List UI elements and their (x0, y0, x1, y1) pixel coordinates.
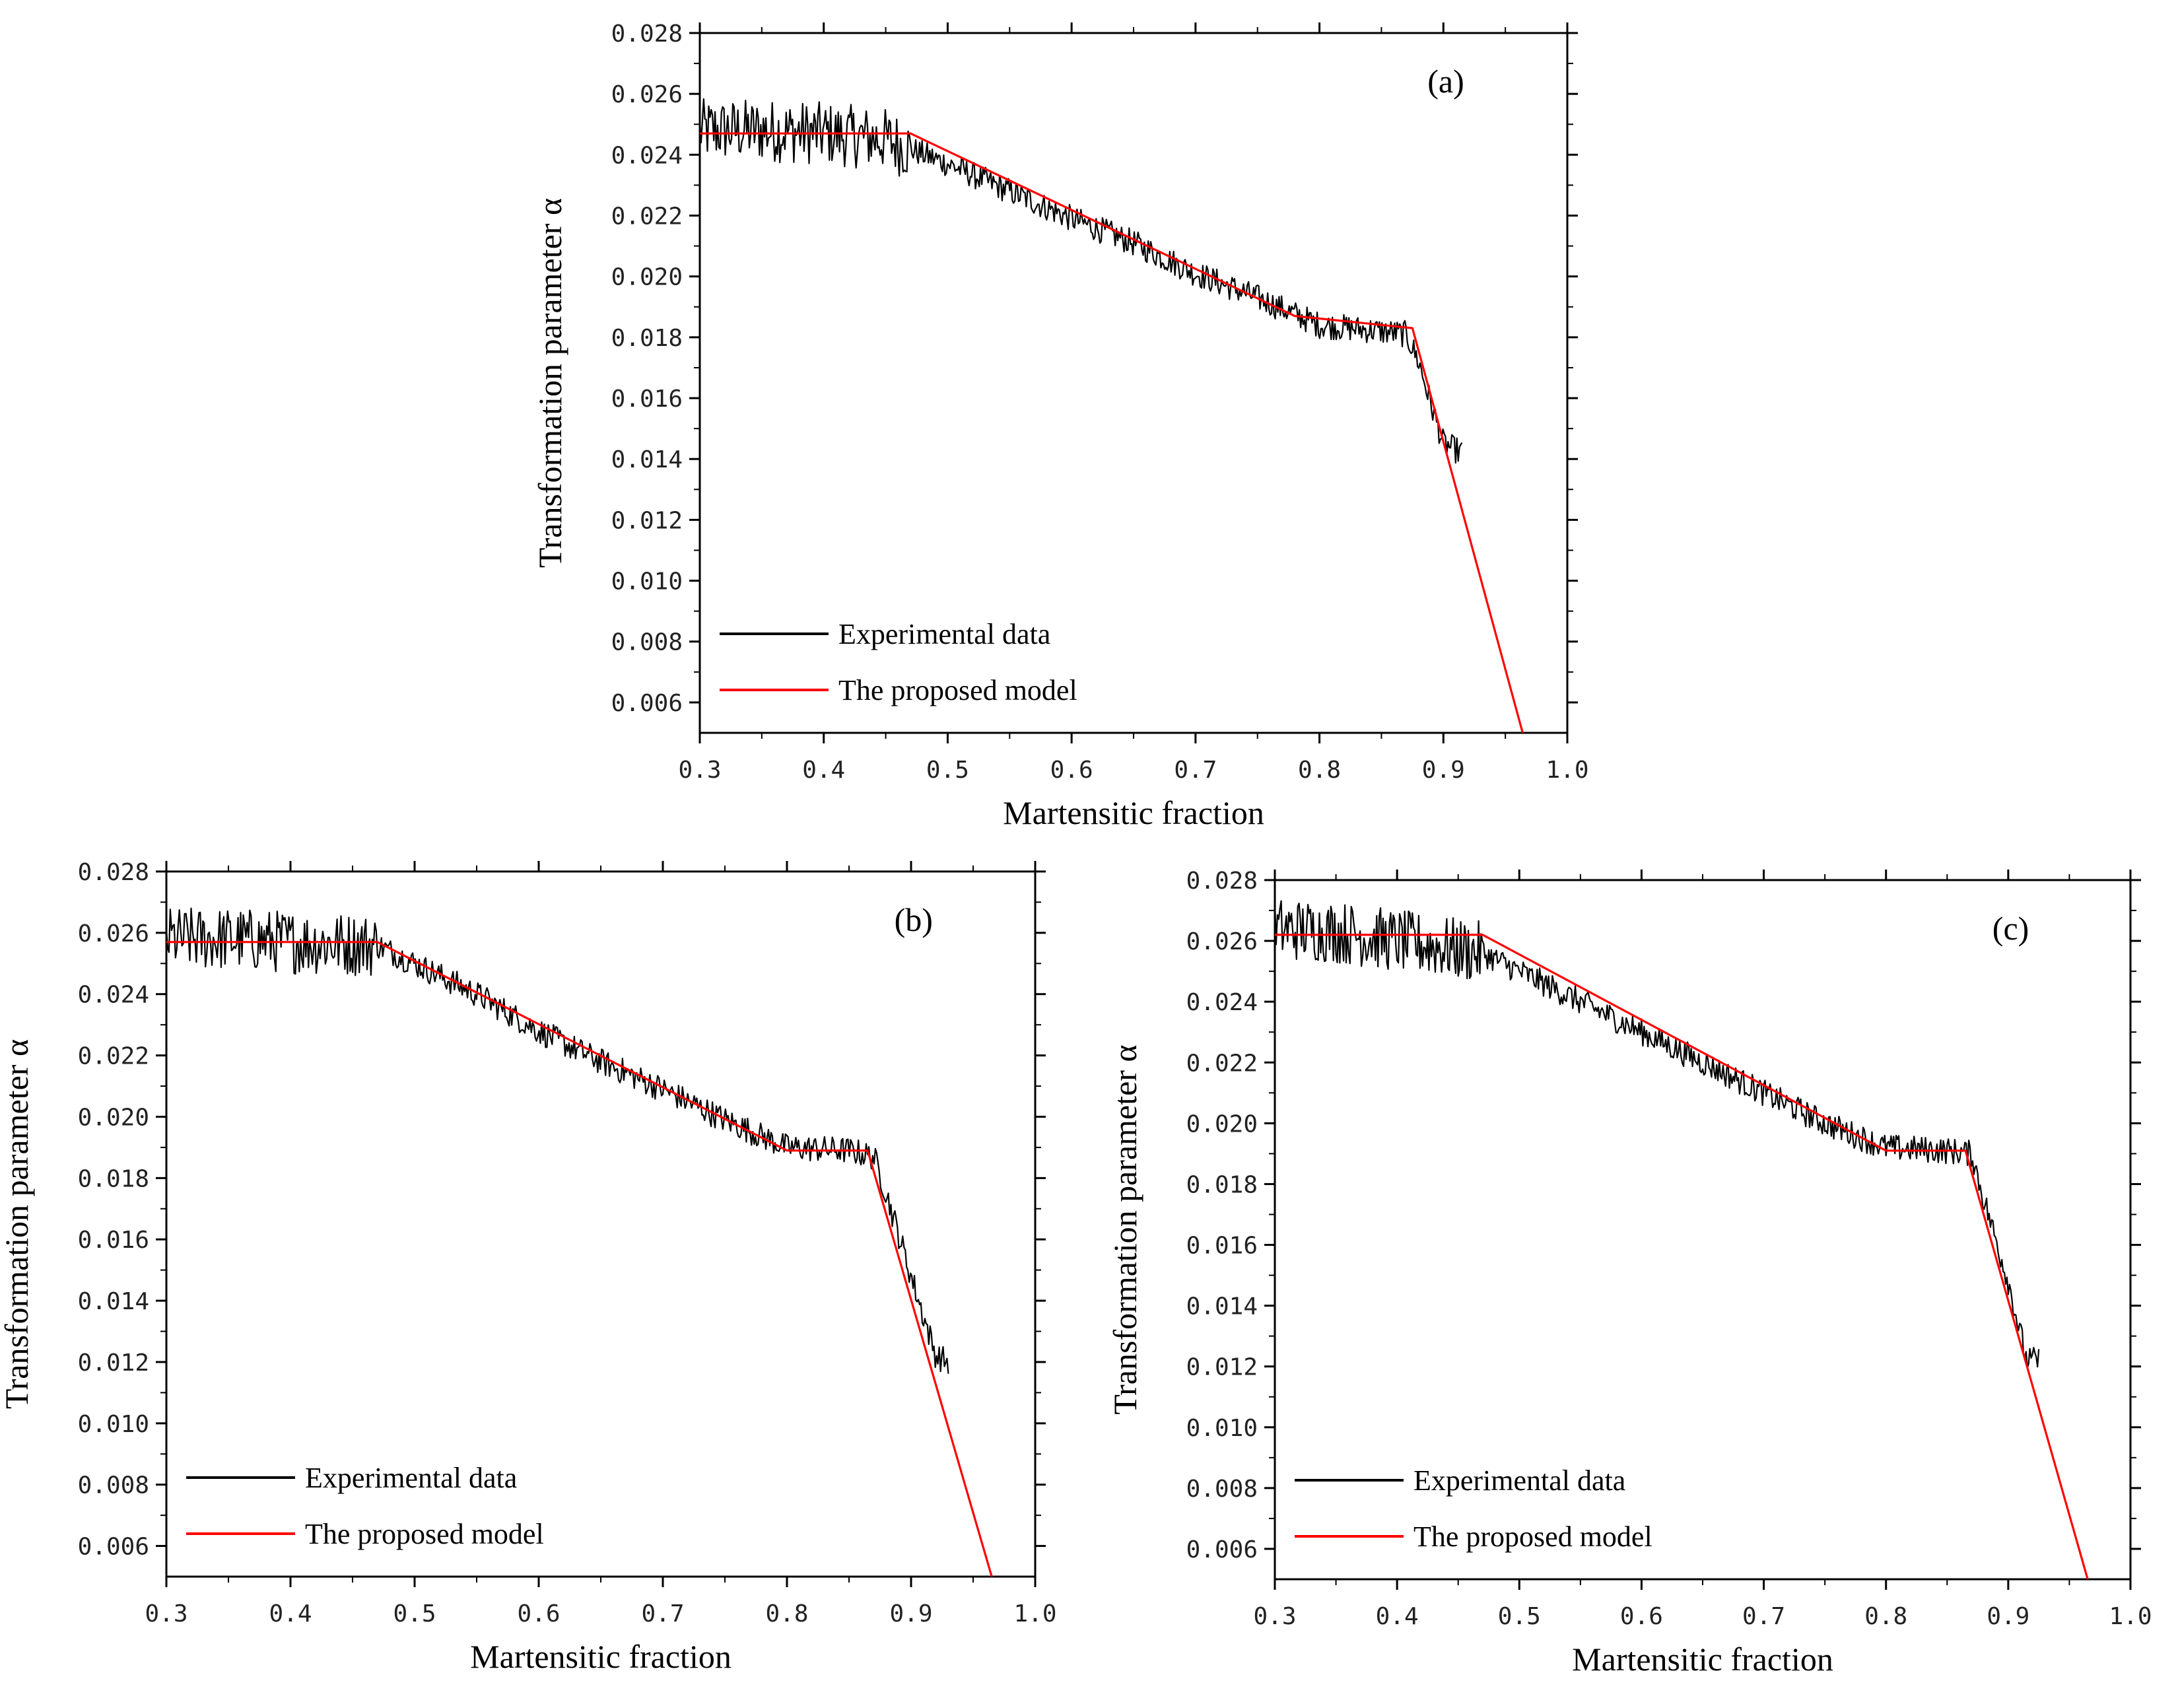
y-tick-label: 0.012 (611, 507, 683, 534)
x-tick-label: 0.9 (889, 1600, 932, 1627)
chart-panel-b: 0.3 0.4 0.5 0.6 0.7 0.8 0.9 1.0 0.006 0.008 0.010 0… (0, 859, 1057, 1675)
series-experimental-line (700, 98, 1463, 464)
chart-panel-c: 0.3 0.4 0.5 0.6 0.7 0.8 0.9 1.0 0.006 0.008 0.010 0… (1106, 868, 2152, 1678)
series-experimental-line (1275, 900, 2040, 1369)
x-tick-label: 0.5 (393, 1600, 436, 1627)
x-tick-label: 0.9 (1422, 757, 1465, 784)
x-tick-label: 0.7 (1174, 757, 1217, 784)
panel-label: (a) (1427, 63, 1464, 100)
x-tick-label: 0.3 (678, 757, 721, 784)
y-tick-label: 0.008 (1186, 1476, 1258, 1503)
y-tick-label: 0.026 (1186, 928, 1258, 955)
legend-label: The proposed model (838, 674, 1077, 706)
y-tick-label: 0.016 (1186, 1233, 1258, 1260)
y-tick-label: 0.028 (1186, 868, 1258, 895)
y-tick-label: 0.006 (78, 1534, 149, 1561)
y-tick-label: 0.018 (78, 1165, 149, 1192)
y-tick-label: 0.010 (78, 1411, 149, 1438)
y-tick-label: 0.016 (78, 1227, 149, 1254)
x-tick-label: 0.5 (926, 757, 969, 784)
y-tick-label: 0.020 (78, 1104, 149, 1131)
y-axis-title: Transformation parameter α (1106, 1044, 1143, 1414)
y-tick-label: 0.016 (611, 386, 683, 413)
y-tick-label: 0.006 (1186, 1536, 1258, 1563)
y-tick-label: 0.012 (78, 1349, 149, 1377)
x-tick-label: 0.5 (1498, 1603, 1541, 1630)
x-tick-label: 0.6 (1050, 757, 1093, 784)
x-tick-label: 0.7 (1742, 1603, 1785, 1630)
y-tick-label: 0.008 (78, 1472, 149, 1499)
x-tick-label: 0.8 (765, 1600, 808, 1627)
plot-frame (1274, 879, 2132, 1581)
y-tick-label: 0.020 (611, 264, 683, 291)
x-axis-title: Martensitic fraction (470, 1638, 732, 1675)
y-tick-label: 0.018 (611, 325, 683, 352)
x-tick-label: 0.8 (1864, 1603, 1907, 1630)
x-tick-label: 0.4 (269, 1600, 312, 1627)
x-tick-label: 0.7 (641, 1600, 684, 1627)
legend-label: Experimental data (1413, 1464, 1625, 1497)
y-tick-label: 0.012 (1186, 1354, 1258, 1381)
legend-label: The proposed model (305, 1518, 544, 1550)
chart-panel-a: 0.3 0.4 0.5 0.6 0.7 0.8 0.9 1.0 0.006 0.008 0.010 0… (531, 20, 1589, 831)
panel-label: (c) (1992, 910, 2029, 947)
legend-label: Experimental data (838, 618, 1050, 650)
y-tick-label: 0.014 (611, 446, 683, 473)
x-tick-label: 1.0 (2109, 1603, 2152, 1630)
legend-label: Experimental data (305, 1462, 517, 1494)
y-tick-label: 0.024 (1186, 989, 1258, 1016)
y-tick-label: 0.022 (611, 203, 683, 230)
y-tick-label: 0.026 (78, 920, 149, 947)
y-tick-label: 0.028 (611, 20, 683, 48)
y-tick-label: 0.010 (1186, 1415, 1258, 1442)
y-tick-label: 0.022 (1186, 1050, 1258, 1077)
x-axis-title: Martensitic fraction (1003, 794, 1264, 831)
series-model-line (166, 941, 993, 1577)
y-tick-label: 0.014 (78, 1288, 149, 1315)
series-experimental-line (166, 907, 949, 1374)
x-tick-label: 1.0 (1546, 757, 1588, 784)
plot-frame (165, 870, 1037, 1578)
y-tick-label: 0.010 (611, 568, 683, 596)
x-tick-label: 0.4 (1376, 1603, 1419, 1630)
y-tick-label: 0.026 (611, 81, 683, 108)
x-tick-label: 0.6 (1620, 1603, 1663, 1630)
y-tick-label: 0.022 (78, 1043, 149, 1070)
y-tick-label: 0.024 (611, 142, 683, 169)
x-tick-label: 1.0 (1013, 1600, 1056, 1627)
y-tick-label: 0.028 (78, 859, 149, 886)
series-model-line (700, 132, 1524, 733)
x-tick-label: 0.3 (1253, 1603, 1296, 1630)
y-tick-label: 0.014 (1186, 1293, 1258, 1320)
x-tick-label: 0.3 (145, 1600, 187, 1627)
x-axis-title: Martensitic fraction (1572, 1641, 1833, 1678)
y-axis-title: Transformation parameter α (531, 198, 568, 568)
y-tick-label: 0.018 (1186, 1171, 1258, 1198)
panel-label: (b) (895, 901, 933, 938)
legend-label: The proposed model (1413, 1520, 1652, 1553)
y-tick-label: 0.020 (1186, 1110, 1258, 1138)
y-axis-title: Transformation parameter α (0, 1039, 35, 1409)
x-tick-label: 0.6 (517, 1600, 560, 1627)
x-tick-label: 0.9 (1987, 1603, 2029, 1630)
series-model-line (1275, 934, 2089, 1579)
x-tick-label: 0.8 (1298, 757, 1341, 784)
x-tick-label: 0.4 (802, 757, 845, 784)
y-tick-label: 0.008 (611, 629, 683, 656)
y-tick-label: 0.024 (78, 982, 149, 1009)
y-tick-label: 0.006 (611, 690, 683, 717)
